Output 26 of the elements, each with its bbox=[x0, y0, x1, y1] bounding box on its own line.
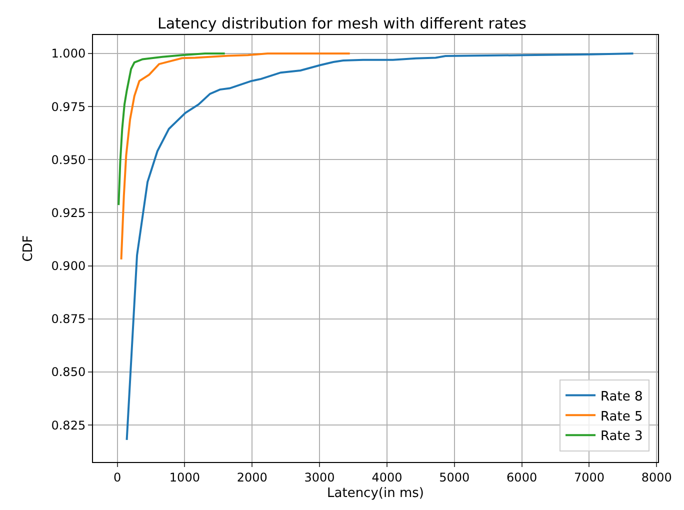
x-tick-label: 0 bbox=[113, 470, 122, 484]
x-tick-label: 3000 bbox=[304, 470, 335, 484]
y-tick-label: 1.000 bbox=[51, 46, 86, 61]
legend-label: Rate 3 bbox=[600, 429, 643, 444]
line-series bbox=[120, 52, 351, 260]
x-tick-label: 6000 bbox=[506, 470, 538, 484]
line-series bbox=[126, 52, 634, 441]
y-tick-label: 0.825 bbox=[51, 418, 86, 432]
y-tick-label: 0.900 bbox=[51, 259, 86, 274]
x-tick-label: 1000 bbox=[169, 470, 200, 484]
y-tick-label: 0.925 bbox=[51, 206, 86, 220]
line-series bbox=[118, 52, 226, 206]
x-tick-label: 8000 bbox=[641, 470, 672, 484]
x-tick-label: 7000 bbox=[574, 470, 605, 484]
chart-title: Latency distribution for mesh with different rates bbox=[158, 14, 527, 32]
y-tick-label: 0.850 bbox=[51, 365, 86, 380]
y-tick-label: 0.975 bbox=[51, 100, 86, 114]
y-tick-label: 0.950 bbox=[51, 152, 86, 167]
x-tick-label: 5000 bbox=[439, 470, 470, 484]
y-tick-label: 0.875 bbox=[51, 312, 86, 326]
y-axis-title: CDF bbox=[21, 235, 36, 262]
legend-label: Rate 8 bbox=[600, 389, 643, 404]
x-axis-title: Latency(in ms) bbox=[327, 486, 424, 501]
legend-label: Rate 5 bbox=[600, 409, 643, 424]
x-tick-label: 4000 bbox=[372, 470, 402, 484]
x-tick-label: 2000 bbox=[236, 470, 268, 484]
